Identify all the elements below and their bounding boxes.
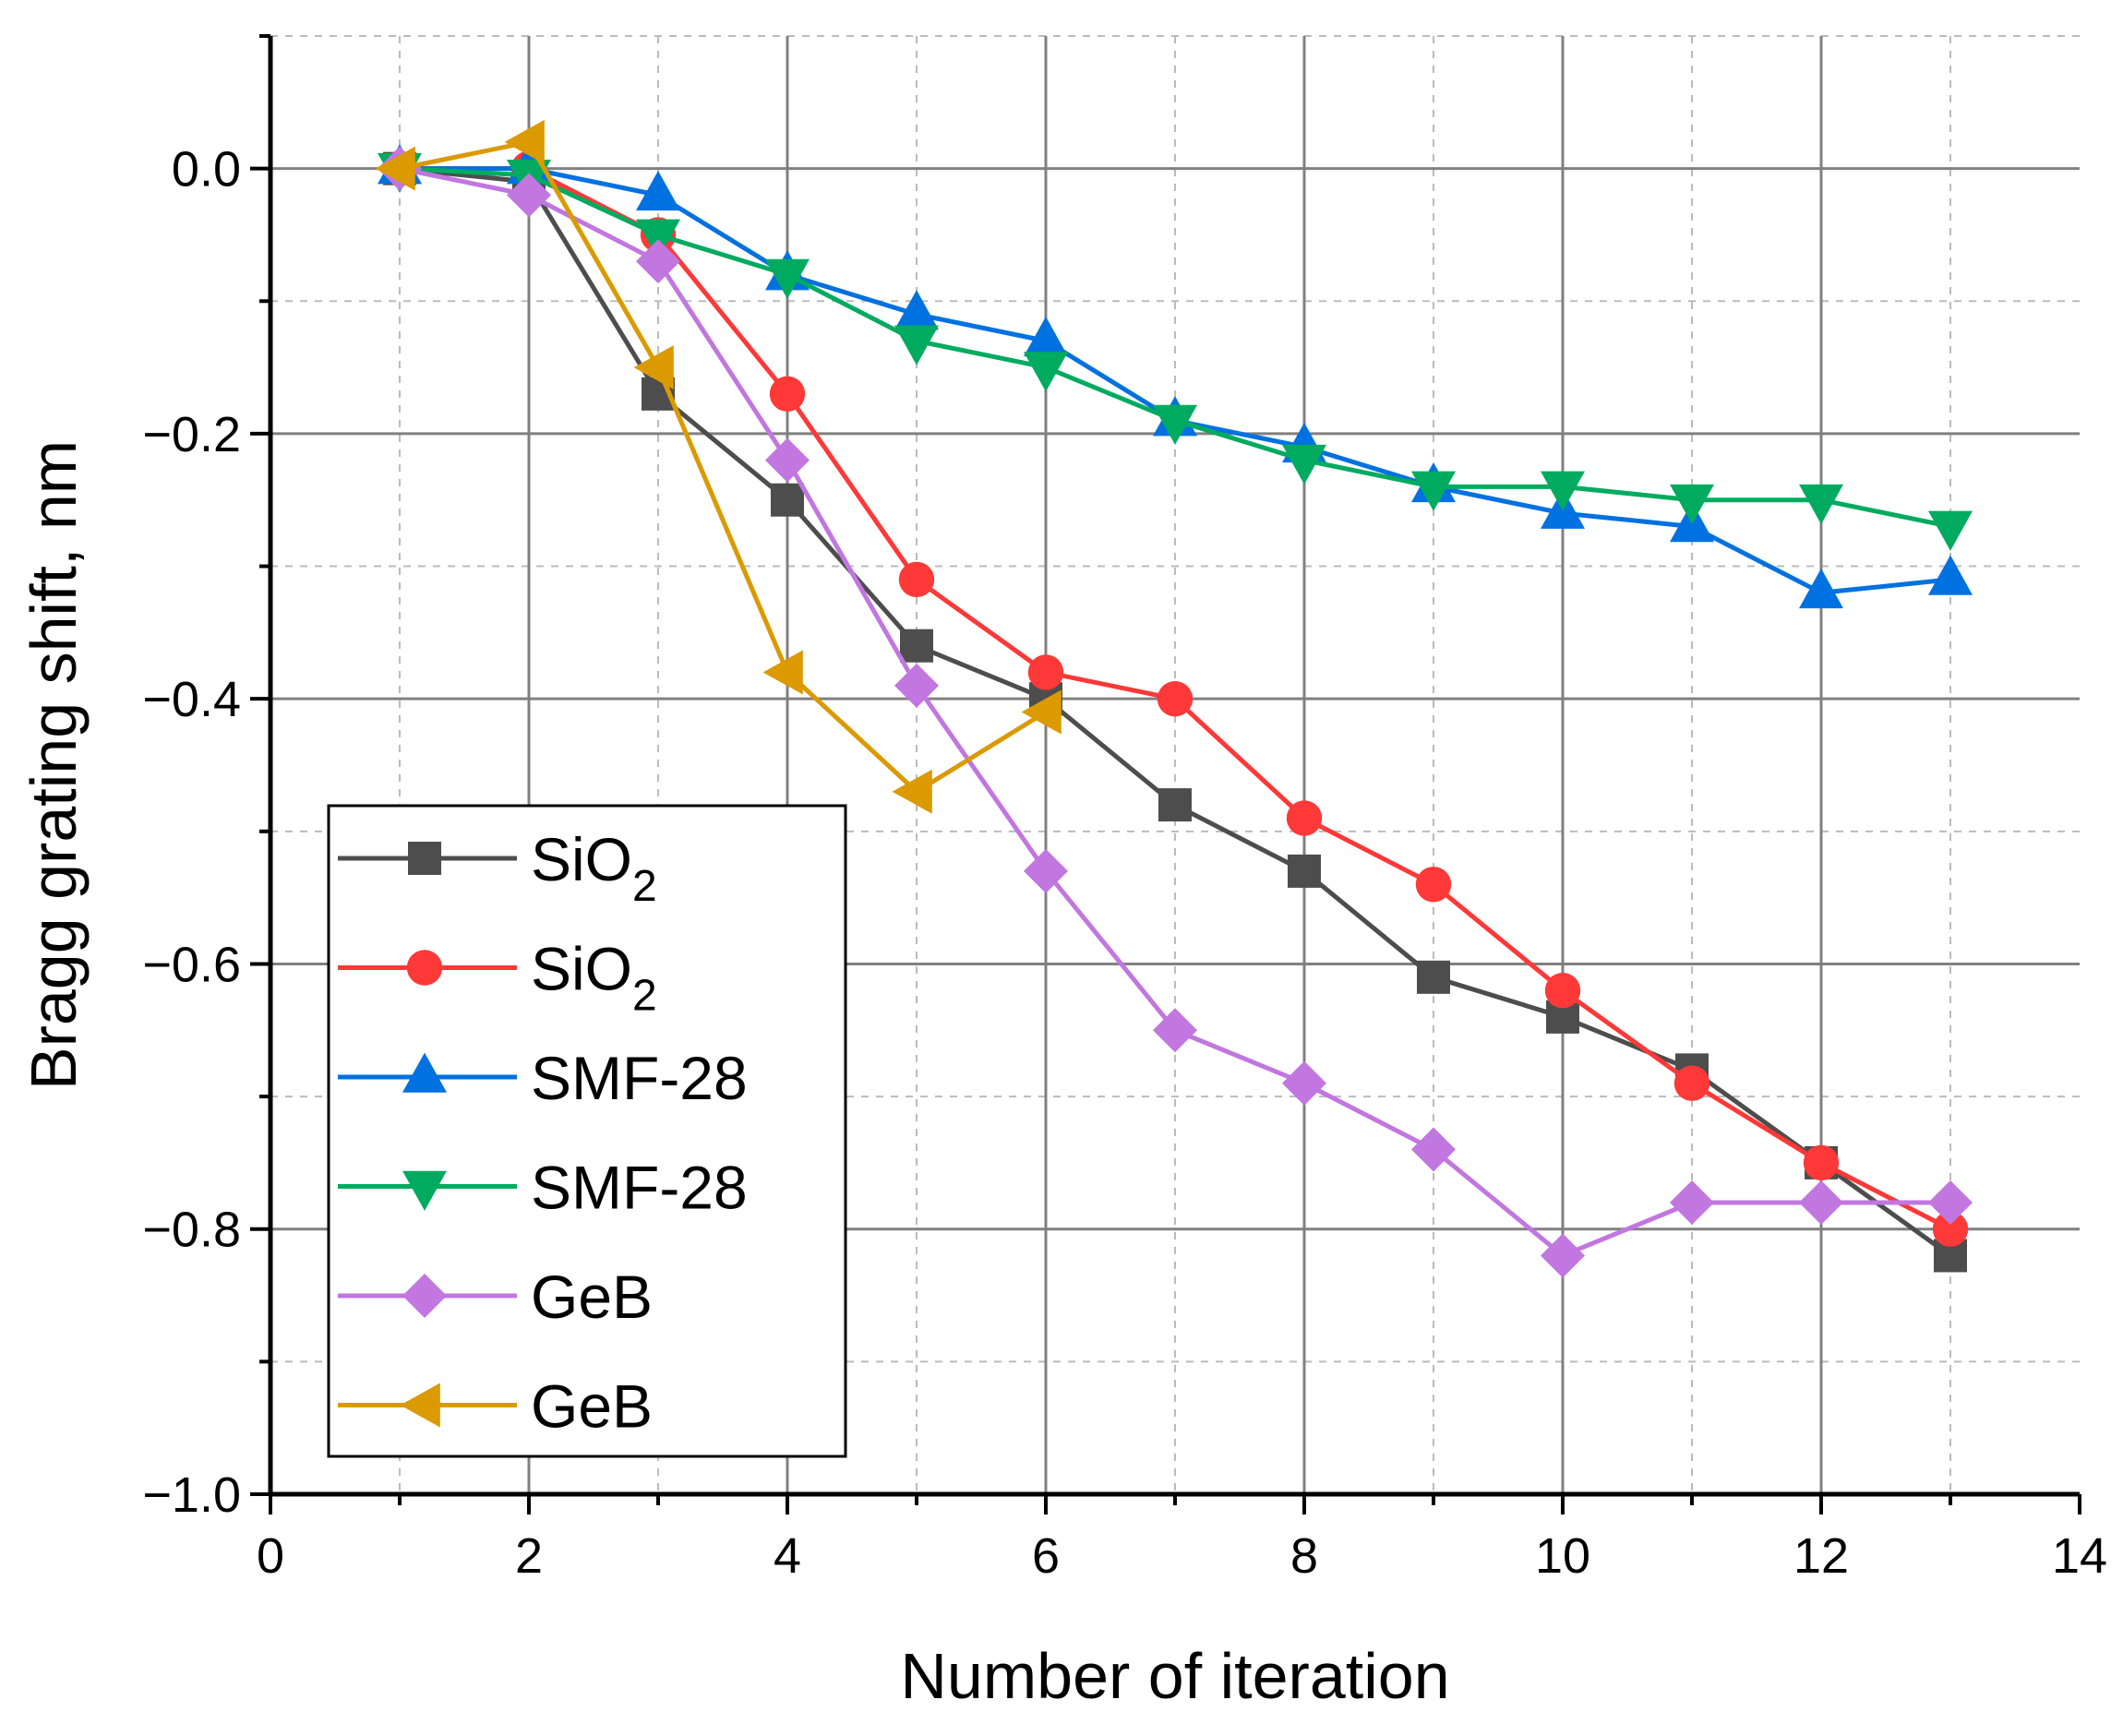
y-tick-label: −0.8	[142, 1203, 241, 1258]
diamond-marker	[1411, 1127, 1456, 1172]
square-marker	[1417, 960, 1450, 994]
diamond-marker	[894, 663, 939, 708]
legend-entry: SiO2	[338, 935, 657, 1021]
y-tick-label: −1.0	[142, 1467, 241, 1523]
circle-marker	[1286, 800, 1323, 836]
square-marker	[1158, 788, 1192, 822]
diamond-marker	[1153, 1008, 1197, 1053]
legend-label-text: SiO	[531, 825, 632, 893]
legend-label-text: GeB	[531, 1263, 653, 1331]
circle-marker	[1803, 1144, 1840, 1181]
legend-label-subscript: 2	[632, 862, 657, 911]
x-tick-label: 8	[1290, 1528, 1318, 1584]
circle-marker	[1027, 654, 1064, 690]
legend-label-text: SiO	[531, 935, 632, 1003]
triangle-up-marker	[1799, 568, 1843, 609]
triangle-up-marker	[402, 1052, 447, 1093]
x-tick-label: 2	[515, 1528, 543, 1584]
y-axis-title: Bragg grating shift, nm	[18, 440, 90, 1090]
square-marker	[771, 483, 804, 517]
series-geb-5	[375, 119, 1062, 814]
circle-marker	[406, 950, 443, 986]
triangle-down-marker	[1024, 352, 1068, 392]
triangle-left-marker	[892, 769, 932, 814]
legend-entry: SiO2	[338, 825, 657, 911]
triangle-down-marker	[1282, 444, 1326, 485]
x-tick-label: 0	[257, 1528, 284, 1584]
series-layer	[375, 119, 1973, 1278]
diamond-marker	[1928, 1180, 1973, 1225]
triangle-down-marker	[765, 258, 810, 299]
series-geb-4	[378, 146, 1973, 1278]
diamond-marker	[1670, 1180, 1714, 1225]
y-tick-label: −0.4	[142, 672, 241, 727]
triangle-down-marker	[1411, 471, 1456, 511]
legend-label-text: GeB	[531, 1372, 653, 1441]
y-tick-label: 0.0	[172, 142, 241, 198]
legend-entry: GeB	[338, 1372, 653, 1441]
x-tick-label: 14	[2052, 1528, 2107, 1584]
diamond-marker	[1282, 1060, 1326, 1106]
circle-marker	[1157, 680, 1193, 717]
triangle-up-marker	[1928, 555, 1973, 595]
circle-marker	[1932, 1211, 1969, 1247]
triangle-left-marker	[400, 1383, 440, 1428]
triangle-left-marker	[633, 345, 674, 390]
triangle-down-marker	[402, 1170, 447, 1211]
legend-label: GeB	[531, 1263, 653, 1331]
triangle-down-marker	[1928, 510, 1973, 551]
legend-label: SMF-28	[531, 1044, 748, 1112]
triangle-down-marker	[894, 325, 939, 365]
legend-label-subscript: 2	[632, 972, 657, 1021]
circle-marker	[1673, 1065, 1710, 1101]
triangle-left-marker	[1021, 689, 1062, 735]
legend-label: GeB	[531, 1372, 653, 1441]
circle-marker	[1415, 867, 1452, 903]
legend-entry: GeB	[338, 1263, 653, 1331]
triangle-up-marker	[1024, 316, 1068, 357]
legend-box	[327, 804, 847, 1458]
triangle-up-marker	[636, 170, 680, 211]
legend-label: SiO2	[531, 825, 657, 911]
diamond-marker	[1024, 848, 1068, 893]
y-tick-label: −0.2	[142, 407, 241, 462]
triangle-left-marker	[762, 650, 803, 695]
legend-label-text: SMF-28	[531, 1154, 748, 1222]
x-tick-label: 6	[1032, 1528, 1060, 1584]
diamond-marker	[765, 437, 810, 483]
series-line	[399, 139, 1048, 795]
diamond-marker	[507, 173, 551, 218]
legend-label: SiO2	[531, 935, 657, 1021]
diamond-marker	[1541, 1233, 1585, 1278]
triangle-left-marker	[504, 119, 545, 164]
x-axis-title: Number of iteration	[900, 1640, 1449, 1712]
triangle-down-marker	[1799, 484, 1843, 525]
diamond-marker	[402, 1274, 447, 1318]
triangle-up-marker	[894, 290, 939, 330]
triangle-down-marker	[1670, 484, 1714, 525]
triangle-left-marker	[375, 146, 415, 191]
legend-label: SMF-28	[531, 1154, 748, 1222]
axes: 0 2 4 6 8 10 12 14 0.0 −0.2 −0.4 −0.6 −0.8 −1.0	[142, 34, 2107, 1584]
y-tick-label: −0.6	[142, 937, 241, 992]
legend-entry: SMF-28	[338, 1154, 748, 1222]
diamond-marker	[636, 239, 680, 284]
triangle-down-marker	[1541, 471, 1585, 511]
legend-entry: SMF-28	[338, 1044, 748, 1112]
square-marker	[408, 842, 441, 875]
triangle-down-marker	[1153, 404, 1197, 445]
x-tick-label: 12	[1793, 1528, 1849, 1584]
circle-marker	[1544, 972, 1581, 1009]
legend-label-text: SMF-28	[531, 1044, 748, 1112]
square-marker	[900, 629, 933, 663]
x-tick-label: 10	[1535, 1528, 1590, 1584]
circle-marker	[898, 561, 935, 598]
circle-marker	[769, 376, 806, 413]
square-marker	[1288, 854, 1321, 888]
x-tick-label: 4	[774, 1528, 801, 1584]
diamond-marker	[1799, 1180, 1843, 1225]
